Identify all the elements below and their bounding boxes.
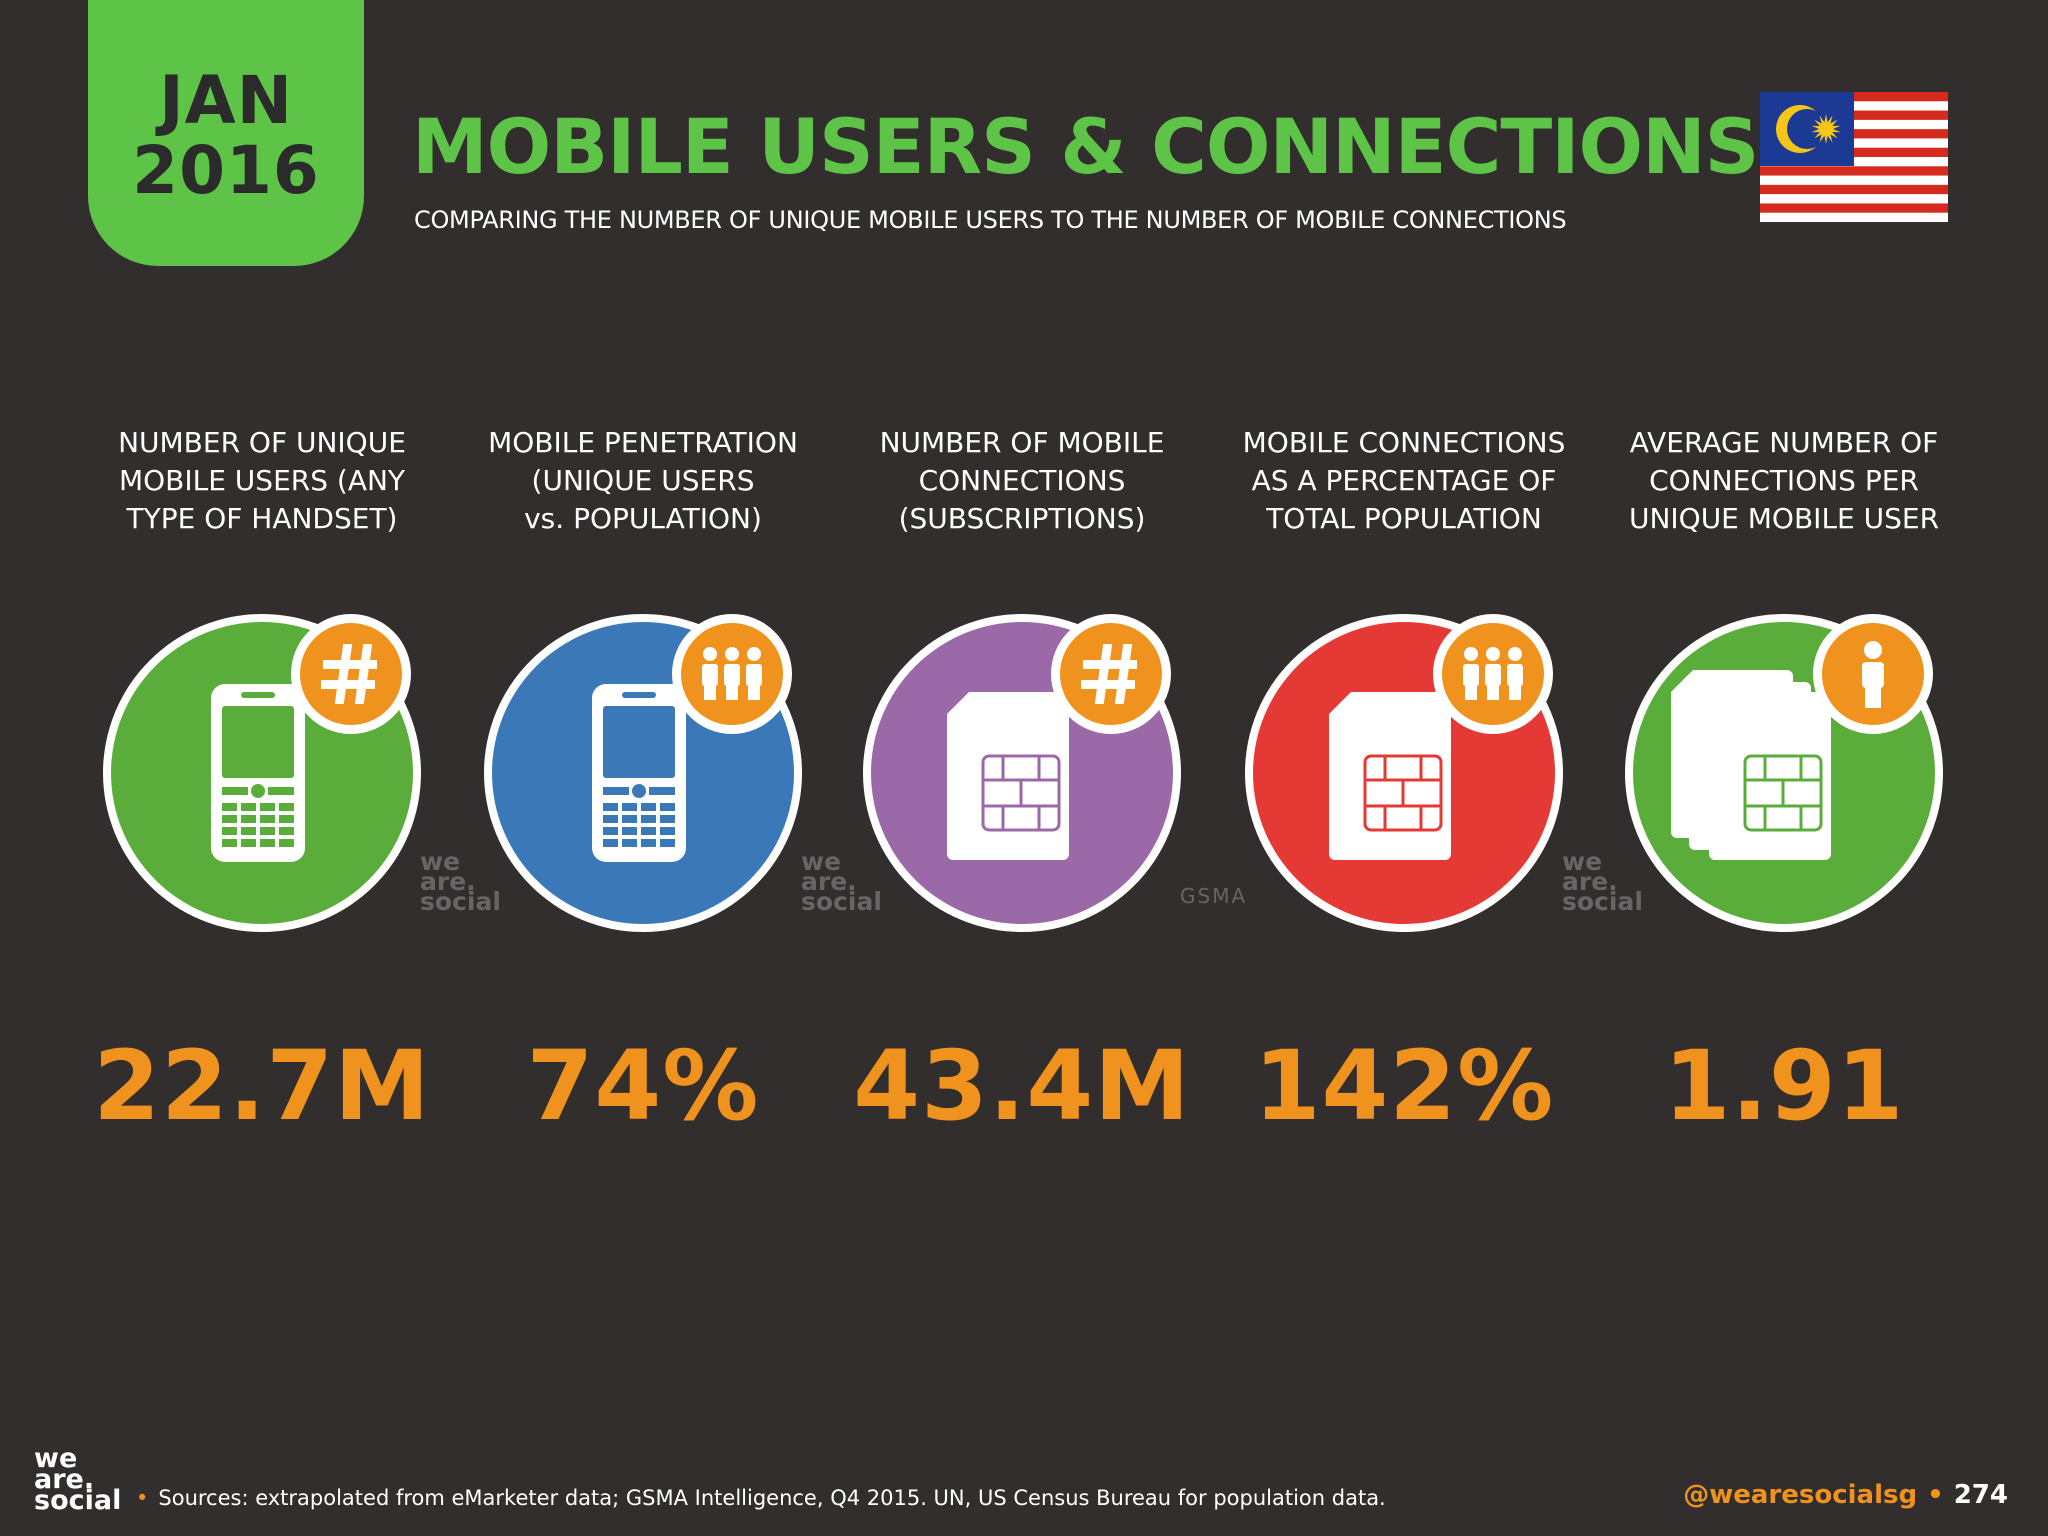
stat-label-line: TYPE OF HANDSET): [126, 502, 398, 535]
stat-label-4: MOBILE CONNECTIONS AS A PERCENTAGE OF TOTA…: [1224, 424, 1584, 544]
brand-mark-line: we: [420, 847, 461, 876]
brand-mark-line: are.: [1562, 867, 1618, 896]
stat-circle-graphic: [103, 614, 421, 932]
stat-circle-4: [1243, 612, 1565, 934]
brand-mark-line: are.: [420, 867, 476, 896]
social-handle: @wearesocialsg: [1683, 1480, 1918, 1510]
brand-mark-line: are.: [801, 867, 857, 896]
stat-label-line: CONNECTIONS PER: [1649, 464, 1919, 497]
person-icon: [1862, 641, 1884, 708]
badge: [1051, 614, 1171, 734]
page-title: MOBILE USERS & CONNECTIONS: [412, 102, 1759, 191]
logo-line-are: are.: [34, 1464, 95, 1495]
stat-circle-1: [101, 612, 423, 934]
sources-text: Sources: extrapolated from eMarketer dat…: [158, 1486, 1386, 1510]
brand-mark-line: social: [801, 887, 882, 916]
stat-circle-graphic: [1245, 614, 1563, 932]
stat-label-1: NUMBER OF UNIQUE MOBILE USERS (ANY TYPE OF…: [82, 424, 442, 544]
bullet-dot: •: [136, 1486, 149, 1510]
sim-card-icon: [1709, 692, 1831, 860]
stat-label-line: MOBILE CONNECTIONS: [1242, 426, 1566, 459]
footer-handle: @wearesocialsg • 274: [1683, 1480, 2008, 1510]
separator-dot: •: [1927, 1480, 1944, 1510]
stat-label-line: NUMBER OF UNIQUE: [118, 426, 406, 459]
logo-line-social: social: [34, 1485, 122, 1516]
sim-card-icon: [947, 692, 1069, 860]
stat-value-3: 43.4M: [853, 1030, 1191, 1142]
brand-mark-line: GSMA: [1180, 884, 1248, 908]
stat-label-5: AVERAGE NUMBER OF CONNECTIONS PER UNIQUE M…: [1604, 424, 1964, 544]
mobile-phone-icon: [211, 684, 305, 862]
stat-label-line: AVERAGE NUMBER OF: [1629, 426, 1939, 459]
wearesocial-logo: we are. social: [34, 1443, 122, 1516]
stat-circle-graphic: [484, 614, 802, 932]
brand-mark-line: we: [801, 847, 842, 876]
stat-label-line: (SUBSCRIPTIONS): [898, 502, 1146, 535]
stat-value-1: 22.7M: [93, 1030, 431, 1142]
stat-circle-3: [861, 612, 1183, 934]
badge: [1813, 614, 1933, 734]
hash-icon: [1081, 644, 1137, 704]
stat-circle-2: [482, 612, 804, 934]
stat-value-2: 74%: [526, 1030, 760, 1142]
stat-label-line: vs. POPULATION): [524, 502, 762, 535]
stat-label-line: MOBILE USERS (ANY: [118, 464, 406, 497]
brand-mark-line: social: [420, 887, 501, 916]
malaysia-flag-icon: [1760, 92, 1948, 222]
gsma-mark: GSMA: [1180, 886, 1247, 906]
stat-value-5: 1.91: [1663, 1030, 1905, 1142]
stat-label-line: NUMBER OF MOBILE: [879, 426, 1165, 459]
stat-label-line: CONNECTIONS: [918, 464, 1126, 497]
wearesocial-mark: we are. social: [1562, 847, 1643, 916]
mobile-phone-icon: [592, 684, 686, 862]
brand-mark-line: social: [1562, 887, 1643, 916]
badge: [672, 614, 792, 734]
date-badge: JAN 2016: [88, 0, 364, 266]
sim-card-icon: [1329, 692, 1451, 860]
brand-mark-line: we: [1562, 847, 1603, 876]
wearesocial-mark: we are. social: [420, 847, 501, 916]
date-year: 2016: [132, 132, 320, 209]
stat-label-line: MOBILE PENETRATION: [488, 426, 798, 459]
stat-label-2: MOBILE PENETRATION (UNIQUE USERS vs. POPUL…: [463, 424, 823, 544]
wearesocial-mark: we are. social: [801, 847, 882, 916]
date-month: JAN: [159, 62, 293, 139]
stat-value-4: 142%: [1253, 1030, 1555, 1142]
logo-line-we: we: [34, 1443, 78, 1474]
stat-label-3: NUMBER OF MOBILE CONNECTIONS (SUBSCRIPTION…: [842, 424, 1202, 544]
sim-cards-stack-icon: [1671, 670, 1831, 860]
page-subtitle: COMPARING THE NUMBER OF UNIQUE MOBILE US…: [414, 206, 1567, 234]
stat-circle-5: [1623, 612, 1945, 934]
page-number: 274: [1953, 1480, 2008, 1510]
people-icon: [1463, 647, 1523, 700]
stat-circle-graphic: [1625, 614, 1943, 932]
badge: [1433, 614, 1553, 734]
stat-label-line: AS A PERCENTAGE OF: [1251, 464, 1557, 497]
hash-icon: [321, 644, 377, 704]
badge: [291, 614, 411, 734]
stat-label-line: UNIQUE MOBILE USER: [1628, 502, 1940, 535]
stat-label-line: (UNIQUE USERS: [531, 464, 755, 497]
stat-circle-graphic: [863, 614, 1181, 932]
stat-label-line: TOTAL POPULATION: [1266, 502, 1542, 535]
sources-note: • Sources: extrapolated from eMarketer da…: [136, 1486, 1386, 1510]
people-icon: [702, 647, 762, 700]
